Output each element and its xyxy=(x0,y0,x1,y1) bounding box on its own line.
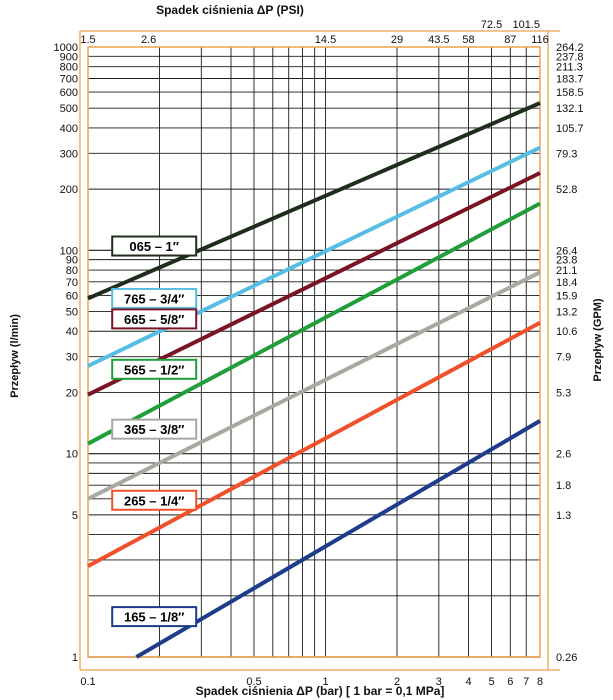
x-top-tick-label: 101.5 xyxy=(512,19,540,31)
series-line-6 xyxy=(135,419,542,659)
y-gridlines xyxy=(88,55,540,658)
y-right-tick-label: 52.8 xyxy=(556,184,577,196)
series-label-box-1 xyxy=(111,287,198,309)
series-label-1: 765 – 3/4″ xyxy=(124,291,184,306)
y-right-tick-label: 237.8 xyxy=(556,51,584,63)
y-tick-label: 40 xyxy=(66,326,78,338)
y-tick-label: 500 xyxy=(60,103,78,115)
y-right-tick-label: 7.9 xyxy=(556,352,571,364)
series-label-6: 165 – 1/8″ xyxy=(124,610,184,625)
x-tick-label: 8 xyxy=(537,676,543,688)
x-tick-label: 0.5 xyxy=(246,676,261,688)
series-label-box-6 xyxy=(111,606,198,628)
series-label-box-5 xyxy=(111,489,198,511)
series-line-1 xyxy=(87,145,541,368)
series-line-4 xyxy=(87,270,541,501)
y-right-tick-label: 23.8 xyxy=(556,255,577,267)
y-right-tick-label: 0.26 xyxy=(556,652,577,664)
x-top-tick-label: 1.5 xyxy=(80,34,95,46)
y-right-tick-label: 26.4 xyxy=(556,245,577,257)
x-top-tick-label: 29 xyxy=(391,34,403,46)
y-tick-label: 10 xyxy=(66,449,78,461)
y-tick-label: 80 xyxy=(66,265,78,277)
y-right-tick-label: 15.9 xyxy=(556,290,577,302)
y-right-tick-label: 18.4 xyxy=(556,277,577,289)
y-tick-label: 100 xyxy=(60,245,78,257)
y-right-tick-label: 211.3 xyxy=(556,62,583,74)
x-top-tick-label: 14.5 xyxy=(315,34,336,46)
x-tick-label: 7 xyxy=(523,676,529,688)
y2-axis-label: Przepływ (GPM) xyxy=(592,298,604,381)
y-right-tick-label: 5.3 xyxy=(556,387,571,399)
y-tick-label: 1000 xyxy=(54,42,78,54)
series-line-5 xyxy=(87,321,541,568)
series-label-box-3 xyxy=(111,358,198,380)
y-tick-label: 600 xyxy=(60,87,78,99)
y-right-tick-label: 13.2 xyxy=(556,307,577,319)
x-tick-label: 3 xyxy=(436,676,442,688)
series-label-3: 565 – 1/2″ xyxy=(124,362,184,377)
y-tick-label: 30 xyxy=(66,352,78,364)
series-label-box-4 xyxy=(111,418,198,440)
series-label-4: 365 – 3/8″ xyxy=(124,422,184,437)
y-right-tick-label: 21.1 xyxy=(556,265,577,277)
y-tick-label: 800 xyxy=(60,62,78,74)
x-top-tick-label: 2.6 xyxy=(141,34,156,46)
y-right-tick-label: 10.6 xyxy=(556,326,577,338)
y-tick-label: 700 xyxy=(60,73,78,85)
tick-labels: 0.1 0.5 1 2 3 4 5 6 7 81.5 2.6 14.5 29 43.5 5872.58710… xyxy=(54,19,584,688)
y-tick-label: 5 xyxy=(72,510,78,522)
x-tick-label: 1 xyxy=(322,676,328,688)
y-tick-label: 300 xyxy=(60,148,78,160)
series-labels: 065 – 1″ 765 – 3/4″ 665 – 5/8″ 565 – 1/2″ 36… xyxy=(111,235,198,628)
y-tick-label: 90 xyxy=(66,255,78,267)
y-tick-label: 900 xyxy=(60,51,78,63)
x-tick-label: 2 xyxy=(394,676,400,688)
y-tick-label: 70 xyxy=(66,277,78,289)
y-tick-label: 1 xyxy=(72,652,78,664)
y-right-tick-label: 132.1 xyxy=(556,103,584,115)
y-axis-label: Przepływ (l/min) xyxy=(9,314,21,398)
series-label-5: 265 – 1/4″ xyxy=(124,493,184,508)
chart-title: Spadek ciśnienia ΔP (PSI) xyxy=(156,3,304,17)
series-label-2: 665 – 5/8″ xyxy=(124,312,184,327)
y-tick-label: 20 xyxy=(66,387,78,399)
y-right-tick-label: 158.5 xyxy=(556,87,584,99)
series-line-3 xyxy=(87,201,541,446)
x-tick-label: 5 xyxy=(488,676,494,688)
x-tick-label: 6 xyxy=(507,676,513,688)
y-right-tick-label: 183.7 xyxy=(556,73,584,85)
plot-border xyxy=(87,46,541,658)
x-gridlines xyxy=(87,47,541,657)
y-tick-label: 60 xyxy=(66,290,78,302)
y-tick-label: 50 xyxy=(66,307,78,319)
x-top-tick-label: 72.5 xyxy=(481,19,502,31)
series-label-0: 065 – 1″ xyxy=(129,239,179,254)
series-label-box-2 xyxy=(111,308,198,330)
x-top-tick-label: 58 xyxy=(462,34,474,46)
x-top-tick-label: 87 xyxy=(504,34,516,46)
y-right-tick-label: 264.2 xyxy=(556,42,584,54)
x-top-tick-label: 43.5 xyxy=(428,34,449,46)
plot-frame xyxy=(79,30,560,671)
y-right-tick-label: 1.8 xyxy=(556,480,571,492)
series-line-0 xyxy=(87,101,541,301)
y-right-tick-label: 79.3 xyxy=(556,148,577,160)
series-lines xyxy=(87,101,542,659)
x-axis-label: Spadek ciśnienia ΔP (bar) [ 1 bar = 0,1 … xyxy=(196,684,445,698)
y-tick-label: 400 xyxy=(60,123,78,135)
x-tick-label: 4 xyxy=(465,676,471,688)
series-line-2 xyxy=(87,171,541,397)
y-tick-label: 200 xyxy=(60,184,78,196)
x-top-tick-label: 116 xyxy=(531,34,549,46)
y-right-tick-label: 2.6 xyxy=(556,449,571,461)
series-label-box-0 xyxy=(111,235,198,257)
y-right-tick-label: 1.3 xyxy=(556,510,571,522)
x-tick-label: 0.1 xyxy=(80,676,95,688)
y-right-tick-label: 105.7 xyxy=(556,123,584,135)
